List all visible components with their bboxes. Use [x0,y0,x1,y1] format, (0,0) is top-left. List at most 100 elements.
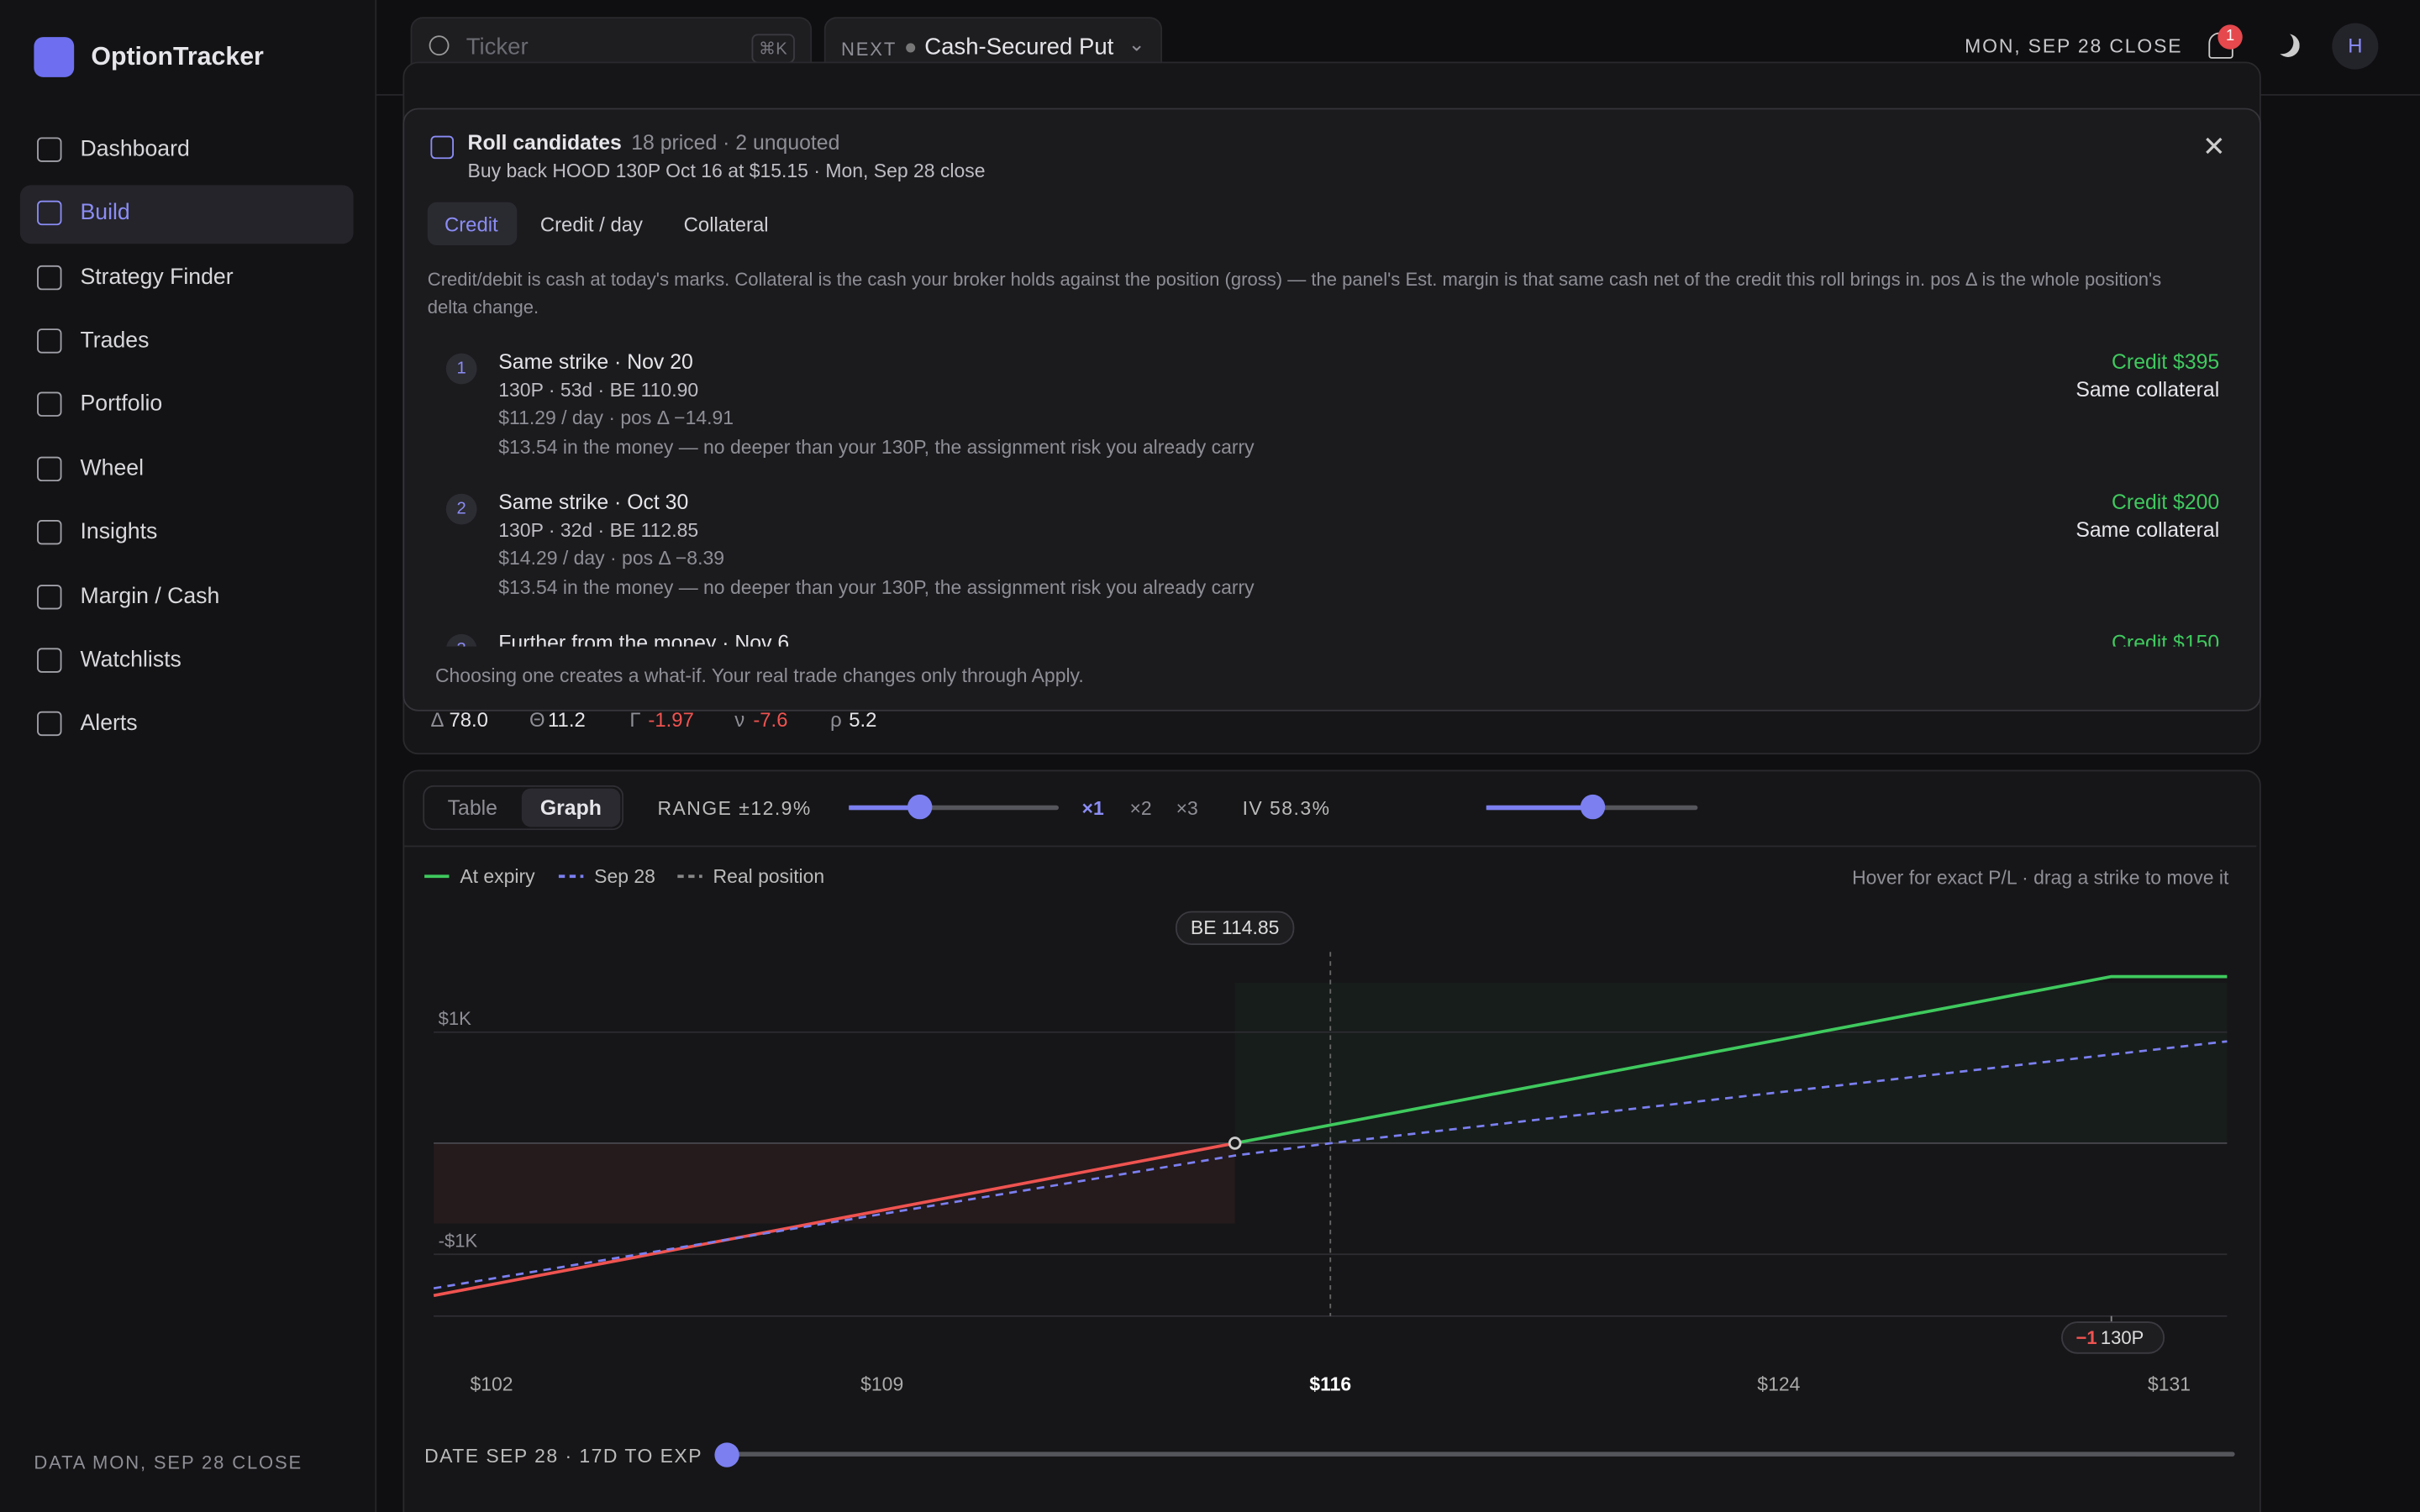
popover-title: Roll candidates [467,131,622,155]
greek-value: -7.6 [753,708,788,732]
nav-item[interactable]: Wheel [80,456,145,482]
candidate-title[interactable]: Same strike · Nov 20 [498,349,693,374]
candidate-credit: Credit $150 [2112,631,2220,647]
candidate-credit: Credit $395 [2112,349,2220,374]
mode-tab[interactable]: Graph [539,795,602,820]
multiplier[interactable]: ×1 [1081,797,1104,820]
nav-icon [37,519,62,545]
graph-card [402,769,2261,1512]
nav-item[interactable]: Portfolio [80,391,163,417]
nav-item[interactable]: Strategy Finder [80,265,234,291]
strike-label: 130P [2101,1327,2144,1348]
candidate-detail: $13.54 in the money — no deeper than you… [498,576,1255,599]
nav-item[interactable]: Build [80,200,130,226]
iv-label: IV 58.3% [1242,797,1331,820]
nav-icon [37,711,62,737]
tab-active-bg [427,202,518,246]
nav-icon [37,391,62,417]
loss-zone [434,1142,1235,1224]
iv-fill [1486,805,1593,811]
nav-icon [37,137,62,162]
nav-item[interactable]: Dashboard [80,137,190,162]
roll-popover: Roll candidates 18 priced · 2 unquoted B… [402,108,2261,711]
popover-meta: 18 priced · 2 unquoted [631,131,840,155]
nav-icon [37,648,62,673]
candidate-detail: $13.54 in the money — no deeper than you… [498,436,1255,459]
date-track [727,1452,2235,1457]
greek-symbol: Γ [629,708,641,732]
popover-description: Credit/debit is cash at today's marks. C… [427,268,2162,318]
search-icon [429,35,450,56]
candidate-detail: 130P · 53d · BE 110.90 [498,379,699,402]
x-tick-label: $109 [860,1373,903,1394]
nav-item[interactable]: Trades [80,328,150,354]
x-tick-label: $124 [1757,1373,1800,1394]
dot [906,43,916,53]
multiplier[interactable]: ×2 [1129,797,1152,820]
candidate-index: 1 [445,353,477,385]
toolbar-divider [404,845,2257,848]
candidate-index: 2 [445,493,477,525]
x-tick-label: $116 [1309,1373,1351,1394]
greek-symbol: ν [734,708,745,732]
y-tick-label: -$1K [439,1230,478,1251]
date-knob[interactable] [714,1442,739,1467]
candidate-title[interactable]: Same strike · Oct 30 [498,491,689,514]
data-footer: DATA MON, SEP 28 CLOSE [34,1452,303,1474]
iv-knob[interactable] [1580,794,1606,820]
candidate-detail: $14.29 / day · pos Δ −8.39 [498,548,725,570]
search-placeholder: Ticker [466,34,529,60]
filter-tab[interactable]: Credit [444,213,498,237]
breakeven-point [1228,1137,1242,1150]
graph-hint: Hover for exact P/L · drag a strike to m… [1852,867,2229,889]
series-line [433,974,2228,1298]
greek-symbol: Δ [430,708,445,732]
mode-tab[interactable]: Table [447,795,497,820]
candidate-index: 3 [445,633,477,647]
nav-icon [37,265,62,291]
candidate-collateral: Same collateral [2075,378,2220,402]
popover-footer: Choosing one creates a what-if. Your rea… [434,664,1084,687]
roll-icon [430,135,455,160]
strike-qty: −1 [2075,1327,2096,1348]
avatar[interactable]: H [2332,23,2379,70]
nav-item[interactable]: Watchlists [80,648,182,673]
popover-subtitle: Buy back HOOD 130P Oct 16 at $15.15 · Mo… [467,160,986,182]
x-tick-label: $131 [2148,1373,2191,1394]
greek-value: 5.2 [849,708,877,732]
y-tick-label: $1K [439,1008,472,1029]
date-label: DATE SEP 28 · 17D TO EXP [424,1446,703,1467]
legend-label: Sep 28 [594,865,655,887]
range-knob[interactable] [908,794,933,820]
candidate-credit: Credit $200 [2112,491,2220,514]
greek-symbol: ρ [830,708,842,732]
greek-value: 78.0 [449,708,488,732]
notification-badge: 1 [2217,24,2243,50]
nav-item[interactable]: Insights [80,519,158,545]
be-label: BE 114.85 [1191,916,1279,938]
filter-tab[interactable]: Credit / day [539,213,643,237]
mode-active-bg [521,788,621,827]
x-tick-label: $102 [470,1373,513,1394]
strike-pill [2061,1321,2165,1354]
nav-item[interactable]: Alerts [80,711,138,737]
greek-value: -1.97 [648,708,694,732]
nav-icon [37,200,62,226]
candidate-collateral: Same collateral [2075,518,2220,542]
legend-label: Real position [713,865,825,887]
mode-toggle [423,785,624,831]
close-button[interactable]: ✕ [2202,131,2226,162]
gain-zone [1234,983,2228,1143]
multiplier[interactable]: ×3 [1176,797,1198,820]
nav-item[interactable]: Margin / Cash [80,585,220,610]
nav-icon [37,585,62,610]
next-value: Cash-Secured Put [924,34,1114,60]
candidate-title[interactable]: Further from the money · Nov 6 [498,631,790,647]
candidate-detail: 130P · 32d · BE 112.85 [498,519,699,542]
filter-tab[interactable]: Collateral [683,213,769,237]
sidebar [0,0,377,1512]
range-label: RANGE ±12.9% [657,797,812,820]
range-track [849,805,1060,811]
